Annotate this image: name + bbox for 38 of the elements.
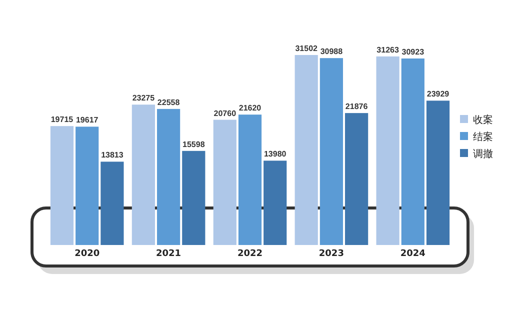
- bar: [76, 126, 99, 245]
- legend-label: 调撤: [473, 148, 493, 160]
- data-label: 19715: [50, 115, 74, 124]
- bar: [182, 150, 206, 245]
- bar: [320, 58, 343, 245]
- data-label: 13813: [101, 150, 124, 160]
- bar: [238, 114, 262, 245]
- data-label: 20760: [214, 108, 237, 118]
- bar: [264, 160, 287, 245]
- data-label: 22558: [157, 98, 180, 107]
- x-tick-label: 2022: [237, 249, 263, 259]
- x-tick-label: 2024: [400, 249, 426, 259]
- data-label: 31263: [376, 45, 400, 54]
- bar: [376, 56, 400, 245]
- x-tick-label: 2021: [156, 249, 182, 259]
- data-label: 23929: [426, 90, 450, 99]
- bar: [401, 58, 424, 245]
- bar: [294, 55, 318, 245]
- bar: [157, 108, 180, 245]
- bar: [50, 126, 74, 245]
- bar: [426, 100, 450, 245]
- data-label: 30988: [320, 47, 344, 56]
- bar: [132, 104, 155, 245]
- data-label: 13980: [264, 150, 287, 159]
- data-label: 21620: [238, 104, 262, 113]
- legend-label: 结案: [473, 131, 493, 143]
- data-label: 30923: [402, 47, 425, 56]
- x-tick-label: 2023: [318, 249, 344, 259]
- legend-label: 收案: [473, 114, 493, 126]
- bar: [100, 162, 124, 245]
- data-label: 19617: [76, 116, 99, 125]
- bar: [345, 113, 368, 245]
- bar: [213, 120, 236, 245]
- data-label: 23275: [132, 94, 156, 103]
- data-label: 21876: [345, 102, 368, 112]
- x-tick-label: 2020: [74, 249, 100, 259]
- data-label: 15598: [182, 140, 206, 149]
- data-label: 31502: [295, 44, 318, 53]
